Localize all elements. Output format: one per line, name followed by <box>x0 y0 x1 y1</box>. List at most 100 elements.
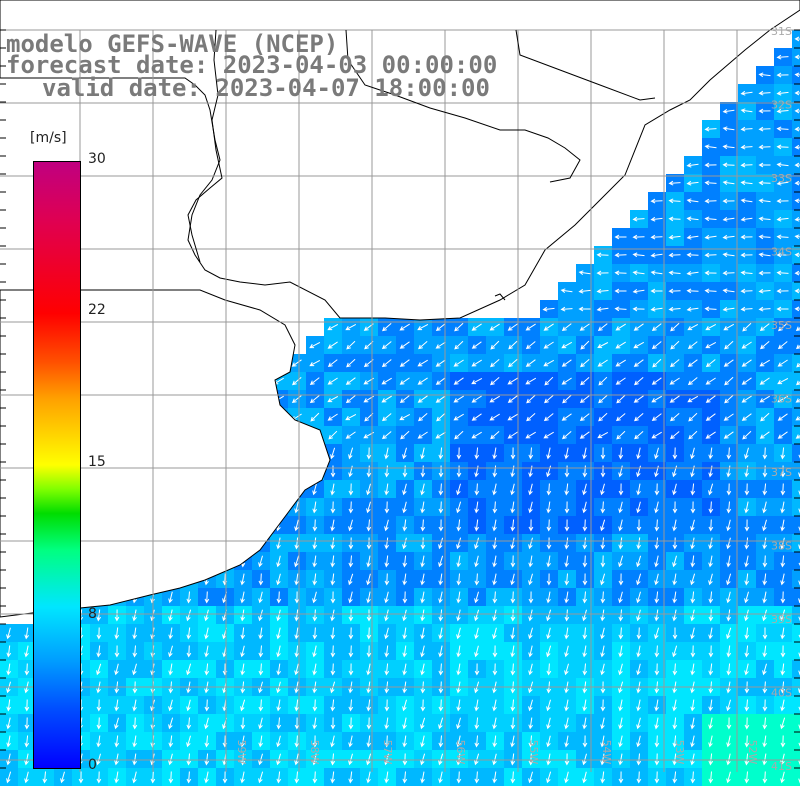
wind-arrow <box>795 398 800 403</box>
wind-arrow <box>561 413 572 421</box>
wind-arrow <box>669 377 680 385</box>
wind-arrow <box>690 753 695 766</box>
wind-arrow <box>690 573 696 586</box>
wind-arrow <box>186 609 192 622</box>
wind-arrow <box>471 359 482 367</box>
wind-arrow <box>722 234 735 240</box>
wind-arrow <box>382 413 392 422</box>
wind-arrow <box>543 359 555 367</box>
wind-arrow <box>724 340 734 350</box>
wind-arrow <box>600 483 605 496</box>
wind-arrow <box>204 771 209 784</box>
wind-arrow <box>780 483 786 496</box>
wind-arrow <box>510 663 516 676</box>
wind-arrow <box>96 771 102 784</box>
wind-arrow <box>292 377 302 386</box>
wind-arrow <box>582 501 587 514</box>
wind-arrow <box>776 198 789 204</box>
wind-arrow <box>168 627 173 640</box>
wind-arrow <box>456 573 462 586</box>
wind-arrow <box>722 307 735 312</box>
wind-arrow <box>454 340 464 350</box>
wind-arrow <box>744 717 750 730</box>
wind-arrow <box>474 645 479 658</box>
wind-arrow <box>705 341 717 349</box>
wind-arrow <box>794 90 800 96</box>
wind-speed-cell <box>792 498 800 516</box>
wind-arrow <box>510 465 515 478</box>
wind-arrow <box>672 645 678 658</box>
wind-arrow <box>528 663 533 676</box>
wind-arrow <box>543 341 554 349</box>
wind-arrow <box>492 771 497 784</box>
wind-arrow <box>760 341 770 350</box>
wind-arrow <box>420 501 425 514</box>
wind-arrow <box>704 288 717 294</box>
wind-arrow <box>636 483 641 496</box>
wind-arrow <box>328 430 338 440</box>
wind-arrow <box>798 508 800 514</box>
wind-arrow <box>258 771 264 784</box>
wind-arrow <box>636 519 642 532</box>
wind-arrow <box>327 395 339 403</box>
wind-arrow <box>744 537 750 550</box>
wind-arrow <box>456 519 462 532</box>
wind-arrow <box>744 465 749 478</box>
wind-arrow <box>762 645 768 658</box>
wind-arrow <box>705 395 716 403</box>
wind-arrow <box>420 483 425 496</box>
wind-arrow <box>528 537 533 550</box>
wind-arrow <box>240 573 245 586</box>
wind-speed-cell <box>792 390 800 408</box>
wind-arrow <box>24 735 30 748</box>
wind-arrow <box>740 288 753 294</box>
wind-arrow <box>704 270 717 276</box>
wind-arrow <box>132 609 137 622</box>
wind-arrow <box>258 735 263 748</box>
wind-arrow <box>654 537 660 550</box>
wind-arrow <box>690 483 696 496</box>
wind-arrow <box>618 483 624 496</box>
wind-arrow <box>489 413 500 421</box>
wind-arrow <box>672 537 678 550</box>
wind-arrow <box>6 771 12 784</box>
wind-arrow <box>722 217 735 222</box>
wind-arrow <box>708 735 713 748</box>
wind-arrow <box>24 663 30 676</box>
wind-arrow <box>758 198 771 204</box>
wind-arrow <box>291 359 302 367</box>
wind-arrow <box>258 591 263 604</box>
wind-arrow <box>564 519 570 532</box>
wind-arrow <box>762 699 768 712</box>
wind-arrow <box>204 645 209 658</box>
title-valid-date: valid date: 2023-04-07 18:00:00 <box>42 74 490 102</box>
wind-arrow <box>708 465 713 478</box>
wind-arrow <box>615 377 626 385</box>
wind-arrow <box>740 270 753 276</box>
wind-arrow <box>507 431 518 439</box>
longitude-labels: 59W58W57W56W55W54W53W52W51W <box>235 740 759 765</box>
wind-arrow <box>618 519 623 532</box>
wind-arrow <box>168 735 174 748</box>
wind-arrow <box>240 699 246 712</box>
wind-arrow <box>312 501 317 514</box>
wind-arrow <box>330 735 335 748</box>
wind-arrow <box>204 735 210 748</box>
wind-arrow <box>526 394 536 404</box>
wind-arrow <box>186 663 192 676</box>
wind-arrow <box>420 735 425 748</box>
wind-arrow <box>794 198 800 204</box>
wind-arrow <box>402 591 408 604</box>
wind-arrow <box>758 162 771 168</box>
wind-arrow <box>582 447 587 460</box>
wind-arrow <box>510 501 515 514</box>
wind-arrow <box>525 341 536 350</box>
wind-arrow <box>708 537 713 550</box>
wind-arrow <box>798 490 800 496</box>
wind-arrow <box>276 609 281 622</box>
wind-arrow <box>690 555 696 568</box>
wind-arrow <box>618 573 624 586</box>
wind-arrow <box>726 555 731 568</box>
wind-speed-cell <box>792 318 800 336</box>
wind-arrow <box>258 627 263 640</box>
